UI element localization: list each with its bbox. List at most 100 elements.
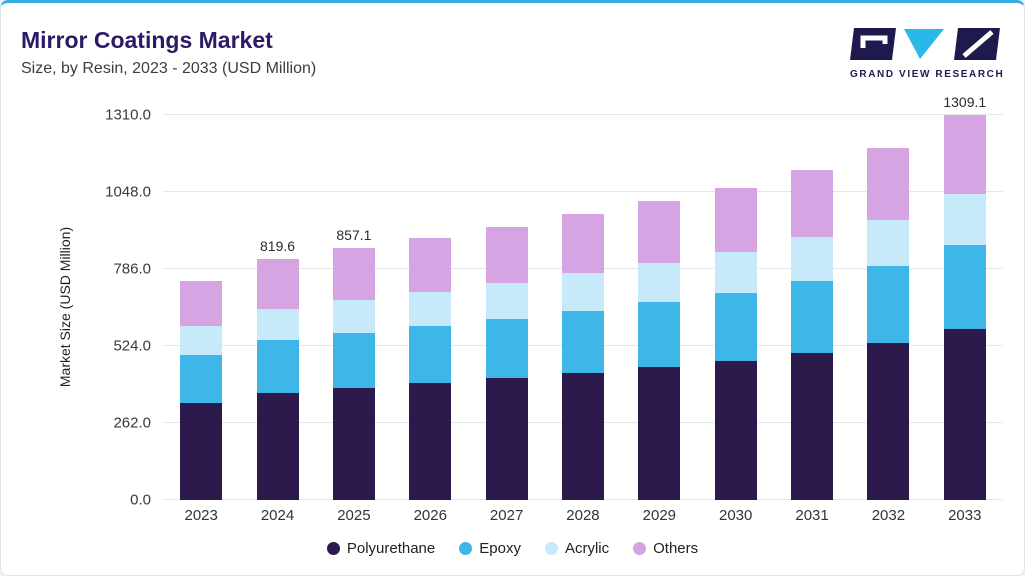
bar-segment-others (485, 226, 528, 283)
brand-logo-icon (850, 28, 1000, 60)
stacked-bar-2024 (256, 259, 299, 500)
stacked-bar-2029 (638, 201, 681, 500)
gridline (163, 114, 1003, 115)
y-axis-tick-label: 1048.0 (105, 183, 151, 201)
stacked-bar-2031 (791, 169, 834, 500)
bar-column-2030 (698, 115, 774, 500)
bar-column-2026 (392, 115, 468, 500)
bar-value-label: 857.1 (336, 227, 372, 244)
bar-segment-acrylic (943, 194, 986, 245)
x-axis-tick-label: 2026 (413, 507, 447, 524)
plot-area: 819.6 857.1 1309.1 (163, 94, 1003, 500)
bar-segment-epoxy (485, 318, 528, 379)
bar-segment-polyurethane (180, 402, 223, 500)
bar-segment-acrylic (332, 299, 375, 334)
bar-segment-polyurethane (791, 353, 834, 500)
bar-segment-others (561, 214, 604, 273)
bar-segment-epoxy (714, 292, 757, 361)
bar-segment-epoxy (638, 302, 681, 368)
stacked-bar-2033 (943, 115, 986, 500)
y-axis-ticks: 0.0 262.0 524.0 786.0 1048.0 1310.0 (81, 107, 151, 509)
x-axis-tick-label: 2029 (642, 507, 677, 524)
bar-value-label: 819.6 (260, 238, 296, 255)
x-axis-tick-label: 2033 (948, 507, 982, 524)
legend-dot-icon (544, 542, 558, 555)
legend-label: Epoxy (479, 540, 521, 557)
legend-dot-icon (459, 542, 473, 555)
y-axis-tick-label: 1310.0 (105, 106, 151, 124)
x-axis-tick-label: 2032 (871, 507, 906, 524)
legend-dot-icon (326, 542, 340, 555)
bar-segment-polyurethane (714, 361, 757, 500)
page-title: Mirror Coatings Market (21, 27, 273, 53)
x-axis-tick-label: 2024 (260, 507, 295, 524)
stacked-bar-2023 (180, 281, 223, 500)
legend-label: Others (653, 540, 699, 557)
y-axis-tick-label: 786.0 (113, 260, 151, 278)
legend-label: Polyurethane (346, 540, 436, 557)
y-axis-tick-label: 0.0 (130, 491, 151, 509)
page-subtitle: Size, by Resin, 2023 - 2033 (USD Million… (21, 60, 317, 77)
bar-segment-epoxy (561, 310, 604, 373)
bar-segment-acrylic (409, 291, 452, 327)
bar-segment-acrylic (180, 325, 223, 355)
y-axis-title: Market Size (USD Million) (57, 226, 73, 388)
bar-segment-epoxy (180, 354, 223, 403)
bar-value-label: 1309.1 (943, 94, 987, 111)
bar-column-2028 (545, 115, 621, 500)
bar-segment-epoxy (867, 266, 910, 344)
gridline (163, 191, 1003, 192)
bar-column-2024: 819.6 (239, 115, 315, 500)
bar-segment-polyurethane (943, 328, 986, 500)
legend: Polyurethane Epoxy Acrylic Others (1, 540, 1024, 557)
bar-segment-polyurethane (256, 392, 299, 500)
bar-segment-polyurethane (332, 387, 375, 500)
legend-label: Acrylic (564, 540, 610, 557)
legend-item-polyurethane: Polyurethane (326, 540, 436, 557)
x-axis-tick-label: 2031 (795, 507, 829, 524)
bar-segment-polyurethane (485, 378, 528, 500)
bar-segment-others (332, 248, 375, 300)
bar-segment-acrylic (256, 308, 299, 341)
bar-segment-epoxy (791, 281, 834, 353)
y-axis-tick-label: 262.0 (113, 414, 151, 432)
bar-segment-acrylic (867, 219, 910, 267)
bar-segment-epoxy (332, 333, 375, 388)
bar-column-2033: 1309.1 (927, 94, 1003, 500)
bar-column-2025: 857.1 (316, 115, 392, 500)
bar-segment-others (791, 169, 834, 238)
bar-segment-others (409, 237, 452, 292)
bar-segment-polyurethane (867, 343, 910, 500)
bar-segment-polyurethane (409, 383, 452, 500)
legend-item-acrylic: Acrylic (544, 540, 610, 557)
bar-segment-others (867, 147, 910, 220)
brand-logo: GRAND VIEW RESEARCH (850, 27, 1005, 80)
bar-column-2027 (468, 115, 544, 500)
bar-segment-acrylic (791, 237, 834, 281)
x-axis-labels: 2023 2024 2025 2026 2027 2028 2029 2030 2031 2032… (163, 507, 1003, 524)
x-axis-tick-label: 2030 (719, 507, 753, 524)
bar-segment-acrylic (561, 272, 604, 311)
bar-segment-others (180, 281, 223, 326)
stacked-bar-2026 (409, 237, 452, 500)
stacked-bar-2025 (332, 248, 375, 500)
bar-segment-acrylic (638, 262, 681, 303)
brand-logo-text: GRAND VIEW RESEARCH (850, 69, 1005, 80)
bars: 819.6 857.1 1309.1 (163, 94, 1003, 500)
bar-segment-polyurethane (561, 372, 604, 500)
stacked-bar-2032 (867, 147, 910, 500)
stacked-bar-2030 (714, 187, 757, 500)
bar-column-2029 (621, 115, 697, 500)
stacked-bar-2027 (485, 226, 528, 500)
bar-segment-epoxy (256, 340, 299, 393)
bar-column-2032 (850, 115, 926, 500)
bar-segment-epoxy (409, 326, 452, 384)
bar-segment-acrylic (485, 282, 528, 319)
x-axis-tick-label: 2028 (566, 507, 600, 524)
x-axis-tick-label: 2025 (337, 507, 371, 524)
x-axis-tick-label: 2023 (184, 507, 218, 524)
x-axis-tick-label: 2027 (489, 507, 524, 524)
bar-column-2023 (163, 115, 239, 500)
legend-dot-icon (633, 542, 647, 555)
